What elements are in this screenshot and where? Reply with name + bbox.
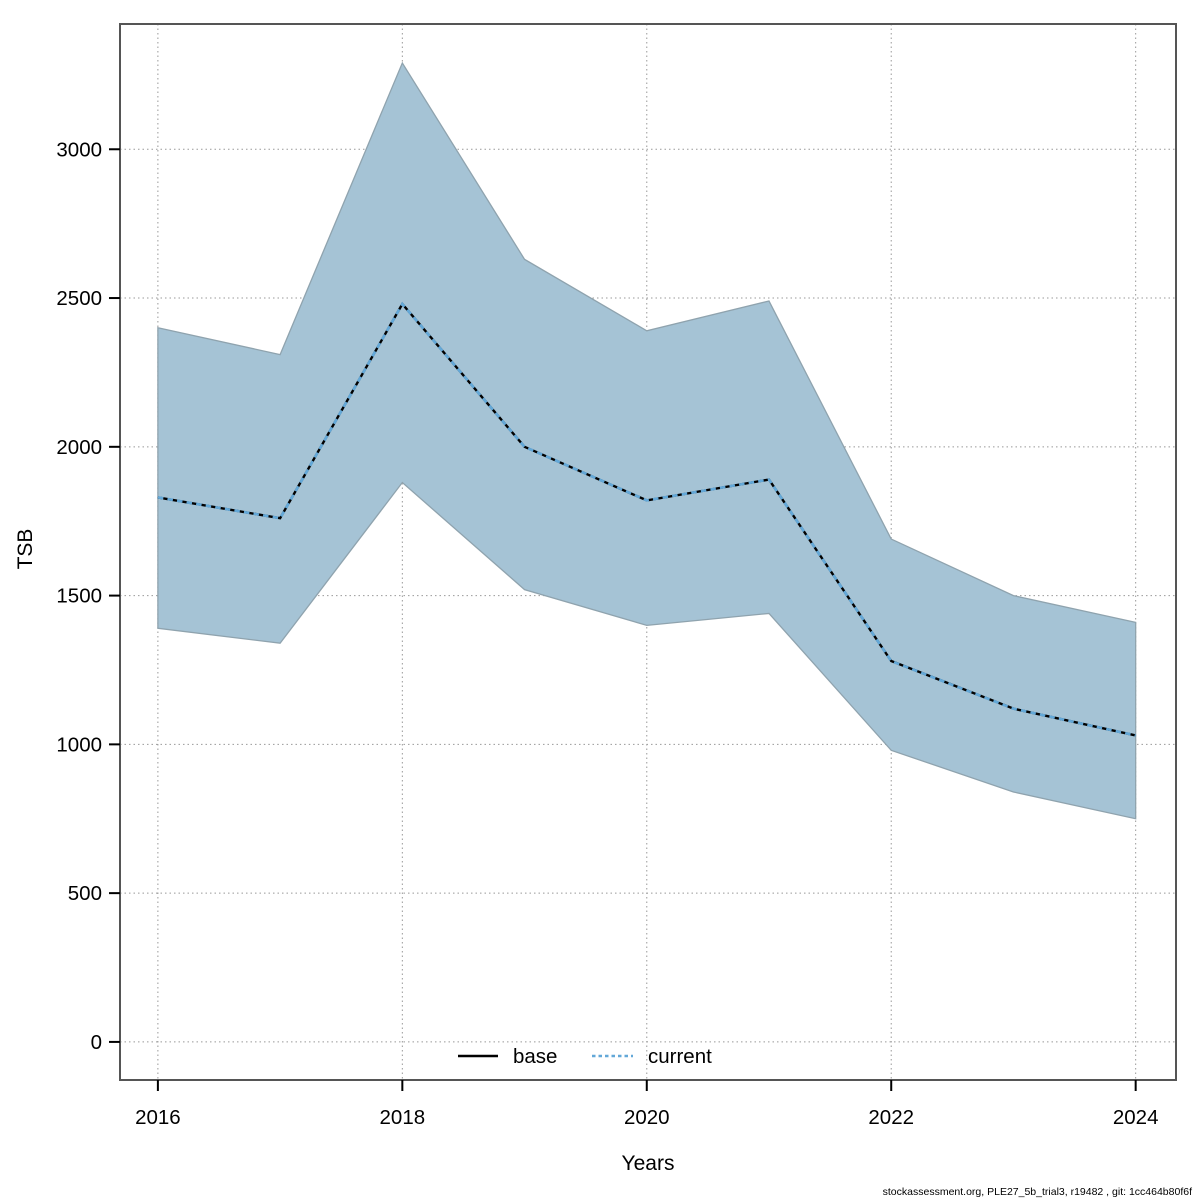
y-tick-label: 2000 bbox=[56, 436, 102, 459]
y-axis-title: TSB bbox=[14, 528, 37, 570]
x-tick-label: 2016 bbox=[135, 1106, 181, 1129]
y-tick-label: 2500 bbox=[56, 287, 102, 310]
x-axis-title: Years bbox=[621, 1152, 675, 1175]
axes: 0 500 1000 1500 2000 2500 3000 2016 2018 2020 2022… bbox=[56, 138, 1158, 1129]
legend-label-current: current bbox=[648, 1045, 712, 1068]
x-tick-label: 2022 bbox=[868, 1106, 914, 1129]
x-tick-label: 2020 bbox=[624, 1106, 670, 1129]
legend: base current bbox=[458, 1045, 712, 1068]
legend-label-base: base bbox=[513, 1045, 557, 1068]
y-tick-label: 3000 bbox=[56, 138, 102, 161]
y-tick-label: 1500 bbox=[56, 585, 102, 608]
current-line bbox=[157, 301, 1136, 737]
y-tick-label: 1000 bbox=[56, 733, 102, 756]
x-tick-label: 2018 bbox=[380, 1106, 426, 1129]
confidence-band bbox=[157, 61, 1137, 820]
y-tick-label: 500 bbox=[68, 882, 102, 905]
footer-attribution: stockassessment.org, PLE27_5b_trial3, r1… bbox=[882, 1186, 1192, 1198]
plot-border bbox=[119, 23, 1177, 1081]
y-tick-label: 0 bbox=[91, 1031, 102, 1054]
x-tick-label: 2024 bbox=[1113, 1106, 1159, 1129]
